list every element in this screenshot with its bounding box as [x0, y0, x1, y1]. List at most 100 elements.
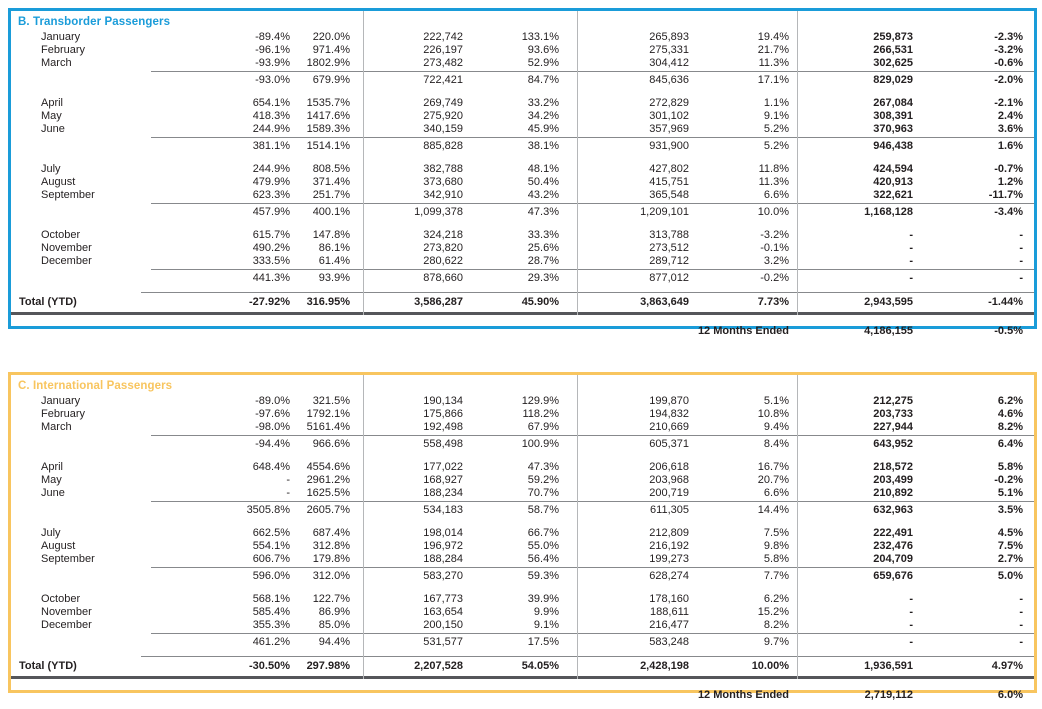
table-cell: 9.1%: [533, 619, 559, 631]
total-ytd-row: Total (YTD) -30.50% 297.98% 2,207,528 54.05%…: [11, 656, 1034, 679]
table-cell: 308,391: [873, 110, 913, 122]
table-cell: 1514.1%: [306, 140, 350, 152]
row-label: [11, 74, 151, 90]
table-cell: -0.2%: [994, 474, 1023, 486]
table-cell: 321.5%: [312, 395, 350, 407]
table-cell: 17.1%: [757, 74, 789, 86]
table-cell: 203,968: [649, 474, 689, 486]
table-cell: 4.5%: [997, 527, 1023, 539]
month-row: February -97.6% 1792.1% 175,866 118.2% 194,83…: [11, 408, 1034, 421]
table-cell: -: [909, 619, 913, 631]
column-divider: [797, 11, 798, 315]
table-cell: 86.9%: [318, 606, 350, 618]
table-cell: -: [909, 593, 913, 605]
table-cell: 301,102: [649, 110, 689, 122]
table-cell: 203,499: [873, 474, 913, 486]
table-cell: 324,218: [423, 229, 463, 241]
table-cell: -0.2%: [760, 272, 789, 284]
section-title-international: C. International Passengers: [18, 380, 173, 392]
row-label: [11, 206, 151, 222]
table-cell: -27.92%: [249, 296, 290, 308]
table-cell: 6.4%: [997, 438, 1023, 450]
table-cell: 199,870: [649, 395, 689, 407]
table-cell: 280,622: [423, 255, 463, 267]
table-cell: 7.7%: [763, 570, 789, 582]
table-cell: 648.4%: [252, 461, 290, 473]
table-cell: 212,809: [649, 527, 689, 539]
month-row: April 648.4% 4554.6% 177,022 47.3% 206,618 16.…: [11, 461, 1034, 474]
table-cell: 58.7%: [527, 504, 559, 516]
table-cell: 6.6%: [763, 189, 789, 201]
table-cell: 178,160: [649, 593, 689, 605]
table-cell: 662.5%: [252, 527, 290, 539]
table-cell: 9.8%: [763, 540, 789, 552]
table-cell: 59.2%: [527, 474, 559, 486]
table-cell: -: [1019, 619, 1023, 631]
table-cell: 3,586,287: [414, 296, 463, 308]
table-cell: 2961.2%: [306, 474, 350, 486]
table-cell: 244.9%: [252, 163, 290, 175]
table-cell: 966.6%: [312, 438, 350, 450]
table-cell: 2.7%: [997, 553, 1023, 565]
row-label: Total (YTD): [19, 660, 77, 672]
table-cell: -: [286, 474, 290, 486]
table-cell: -1.44%: [988, 296, 1023, 308]
row-label: July: [41, 163, 61, 175]
table-cell: 558,498: [423, 438, 463, 450]
column-divider: [363, 11, 364, 315]
table-cell: -: [286, 487, 290, 499]
table-cell: 313,788: [649, 229, 689, 241]
table-cell: 244.9%: [252, 123, 290, 135]
table-cell: 100.9%: [521, 438, 559, 450]
table-cell: 534,183: [423, 504, 463, 516]
table-cell: 188,234: [423, 487, 463, 499]
table-cell: 59.3%: [527, 570, 559, 582]
table-cell: 45.90%: [521, 296, 559, 308]
table-cell: 808.5%: [312, 163, 350, 175]
table-cell: 196,972: [423, 540, 463, 552]
month-row: July 662.5% 687.4% 198,014 66.7% 212,809 7.5% 2…: [11, 527, 1034, 540]
row-spacer: [11, 454, 1034, 461]
table-cell: -: [909, 636, 913, 648]
table-cell: 216,192: [649, 540, 689, 552]
table-cell: 931,900: [649, 140, 689, 152]
table-cell: 122.7%: [312, 593, 350, 605]
table-cell: 216,477: [649, 619, 689, 631]
table-cell: 1.6%: [997, 140, 1023, 152]
table-cell: 632,963: [873, 504, 913, 516]
table-cell: 222,491: [873, 527, 913, 539]
month-row: March -93.9% 1802.9% 273,482 52.9% 304,412 11.…: [11, 57, 1034, 70]
table-cell: -0.1%: [760, 242, 789, 254]
table-cell: 596.0%: [252, 570, 290, 582]
table-cell: 28.7%: [527, 255, 559, 267]
twelve-months-row: 12 Months Ended 4,186,155 -0.5%: [11, 324, 1034, 338]
table-cell: 4.97%: [991, 660, 1023, 672]
table-cell: 47.3%: [527, 461, 559, 473]
table-cell: 322,621: [873, 189, 913, 201]
table-cell: 198,014: [423, 527, 463, 539]
table-cell: 628,274: [649, 570, 689, 582]
month-row: May - 2961.2% 168,927 59.2% 203,968 20.7% 203,4…: [11, 474, 1034, 487]
table-cell: 220.0%: [312, 31, 350, 43]
month-row: November 490.2% 86.1% 273,820 25.6% 273,512 -0…: [11, 242, 1034, 255]
table-cell: 265,893: [649, 31, 689, 43]
row-label: October: [41, 229, 81, 241]
table-cell: 10.00%: [751, 660, 789, 672]
table-rows: January -89.4% 220.0% 222,742 133.1% 265,893 1…: [11, 31, 1034, 315]
table-cell: 312.0%: [312, 570, 350, 582]
row-label: Total (YTD): [19, 296, 77, 308]
table-cell: 167,773: [423, 593, 463, 605]
table-cell: -89.4%: [255, 31, 290, 43]
table-cell: 94.4%: [318, 636, 350, 648]
table-cell: 175,866: [423, 408, 463, 420]
row-label: November: [41, 242, 92, 254]
table-cell: 3.2%: [763, 255, 789, 267]
table-cell: 179.8%: [312, 553, 350, 565]
twelve-months-label: 12 Months Ended: [697, 689, 789, 701]
table-cell: 1792.1%: [306, 408, 350, 420]
table-cell: 33.3%: [527, 229, 559, 241]
table-cell: 147.8%: [312, 229, 350, 241]
table-cell: 10.0%: [757, 206, 789, 218]
table-cell: 5.8%: [763, 553, 789, 565]
table-cell: 11.3%: [758, 176, 789, 188]
